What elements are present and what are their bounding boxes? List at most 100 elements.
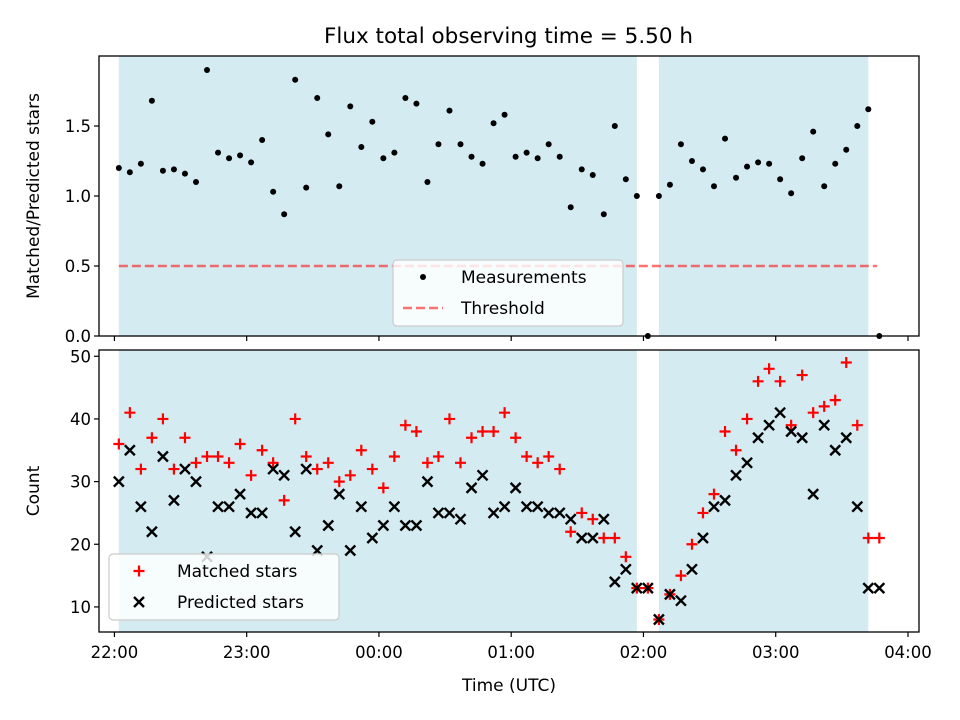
predicted-stars-point xyxy=(465,482,478,494)
measurements-point xyxy=(688,158,695,164)
matched-stars-point xyxy=(708,488,720,500)
measurements-point xyxy=(259,137,266,143)
matched-stars-point xyxy=(300,451,312,463)
predicted-stars-point xyxy=(454,513,467,526)
measurements-point xyxy=(578,166,585,173)
measurements-point xyxy=(666,181,673,188)
predicted-stars-point xyxy=(399,519,412,532)
predicted-stars-point xyxy=(608,576,621,588)
matched-stars-point xyxy=(267,457,279,469)
measurements-point xyxy=(457,141,464,148)
matched-stars-point xyxy=(873,532,885,544)
predicted-stars-point xyxy=(829,444,842,457)
matched-stars-point xyxy=(157,413,169,425)
y-tick-label: 30 xyxy=(70,473,91,492)
measurements-point xyxy=(292,76,299,83)
predicted-stars-point xyxy=(112,475,125,488)
matched-stars-point xyxy=(587,513,599,525)
predicted-stars-point xyxy=(531,500,544,513)
measurements-point xyxy=(677,141,684,148)
x-tick-label: 03:00 xyxy=(752,643,800,662)
y-tick-label: 0.5 xyxy=(65,257,91,276)
legend-box xyxy=(392,259,624,327)
matched-stars-point xyxy=(785,419,797,431)
measurements-point xyxy=(303,184,310,191)
matched-stars-point xyxy=(190,457,202,469)
matched-stars-point xyxy=(256,444,268,456)
predicted-stars-point xyxy=(851,500,864,513)
matched-stars-point xyxy=(741,413,753,425)
matched-stars-point xyxy=(565,526,577,538)
measurements-point xyxy=(391,149,398,156)
predicted-stars-point xyxy=(564,513,577,526)
measurements-point xyxy=(556,153,563,160)
measurements-point xyxy=(380,155,387,162)
measurements-point xyxy=(314,95,321,101)
matched-stars-point xyxy=(223,457,235,469)
axes-frame xyxy=(98,349,920,633)
legend-box xyxy=(108,553,340,621)
measurements-point xyxy=(270,188,277,195)
x-tick-label: 04:00 xyxy=(884,643,932,662)
predicted-stars-point xyxy=(410,519,423,532)
matched-stars-point xyxy=(278,494,290,506)
matched-stars-point xyxy=(245,469,257,481)
predicted-stars-point xyxy=(509,482,522,494)
measurements-point xyxy=(843,146,850,153)
measurements-point xyxy=(468,153,475,160)
predicted-stars-point xyxy=(344,544,357,557)
measurements-point xyxy=(181,170,188,177)
predicted-stars-point xyxy=(675,594,687,607)
predicted-stars-point xyxy=(146,525,158,538)
predicted-stars-point xyxy=(597,513,610,526)
measurements-point xyxy=(115,165,122,171)
legend-swatch xyxy=(133,565,145,577)
y-tick-label: 50 xyxy=(70,347,91,366)
predicted-stars-point xyxy=(708,500,720,513)
matched-stars-point xyxy=(455,457,467,469)
matched-stars-point xyxy=(212,451,224,463)
measurements-point xyxy=(137,160,144,167)
measurements-point xyxy=(733,174,740,181)
panel-flux-ratio: 0.0 0.5 1.0 1.5 Matched/Predicted stars Measu… xyxy=(24,55,920,346)
matched-stars-point xyxy=(443,413,455,425)
matched-stars-point xyxy=(774,375,786,387)
measurements-point xyxy=(512,153,519,160)
legend: Measurements Threshold xyxy=(392,259,624,327)
matched-stars-point xyxy=(719,425,731,437)
y-tick-label: 1.5 xyxy=(65,117,91,136)
y-tick-label: 1.0 xyxy=(65,187,91,206)
measurements-point xyxy=(777,176,784,183)
measurements-point xyxy=(170,166,177,173)
predicted-stars-point xyxy=(498,500,511,513)
predicted-stars-point xyxy=(322,519,335,532)
legend-label: Predicted stars xyxy=(177,593,304,613)
predicted-stars-point xyxy=(774,406,786,419)
predicted-stars-point xyxy=(135,500,147,513)
measurements-point xyxy=(248,159,255,166)
measurements-point xyxy=(358,144,365,150)
measurements-point xyxy=(325,131,332,138)
predicted-stars-point xyxy=(586,532,599,544)
predicted-stars-point xyxy=(366,532,379,544)
matched-stars-point xyxy=(377,482,389,494)
y-tick-label: 10 xyxy=(70,598,91,617)
measurements-point xyxy=(402,95,409,101)
matched-stars-point xyxy=(521,451,533,463)
predicted-stars-point xyxy=(179,463,191,475)
predicted-stars-point xyxy=(157,450,169,463)
predicted-stars-point xyxy=(553,507,566,519)
predicted-stars-point xyxy=(807,488,820,500)
matched-stars-point xyxy=(399,419,411,431)
matched-stars-point xyxy=(532,457,544,469)
x-tick-label: 01:00 xyxy=(487,643,535,662)
chart-title: Flux total observing time = 5.50 h xyxy=(324,24,693,49)
matched-stars-point xyxy=(146,432,158,444)
observing-window-band-2 xyxy=(658,56,869,336)
measurements-point xyxy=(534,155,541,162)
legend: Matched stars Predicted stars xyxy=(108,553,340,621)
predicted-stars-point xyxy=(278,469,291,482)
predicted-stars-point xyxy=(542,507,555,519)
predicted-stars-point xyxy=(300,463,313,475)
measurements-point xyxy=(226,155,233,162)
